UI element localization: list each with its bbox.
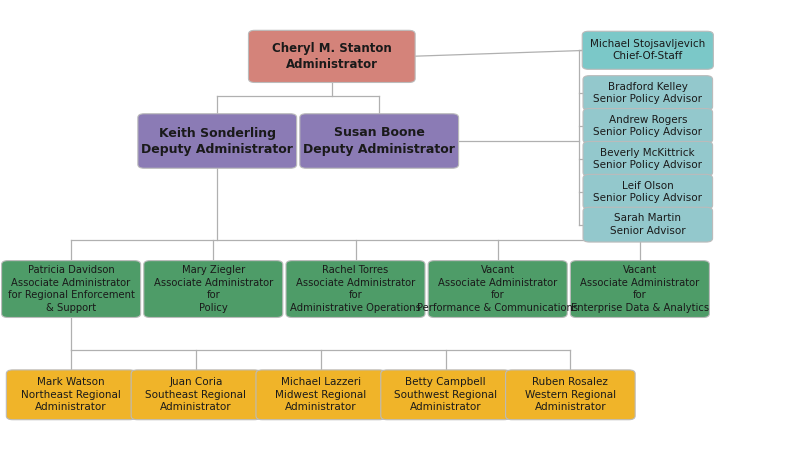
FancyBboxPatch shape <box>381 370 510 420</box>
Text: Michael Lazzeri
Midwest Regional
Administrator: Michael Lazzeri Midwest Regional Adminis… <box>275 377 367 412</box>
FancyBboxPatch shape <box>583 76 713 110</box>
Text: Bradford Kelley
Senior Policy Advisor: Bradford Kelley Senior Policy Advisor <box>593 82 702 104</box>
FancyBboxPatch shape <box>144 260 283 318</box>
FancyBboxPatch shape <box>583 141 713 176</box>
Text: Beverly McKittrick
Senior Policy Advisor: Beverly McKittrick Senior Policy Advisor <box>593 148 702 170</box>
FancyBboxPatch shape <box>583 174 713 209</box>
FancyBboxPatch shape <box>2 260 141 318</box>
Text: Susan Boone
Deputy Administrator: Susan Boone Deputy Administrator <box>303 126 455 156</box>
FancyBboxPatch shape <box>256 370 386 420</box>
FancyBboxPatch shape <box>299 114 458 168</box>
Text: Betty Campbell
Southwest Regional
Administrator: Betty Campbell Southwest Regional Admini… <box>394 377 497 412</box>
Text: Leif Olson
Senior Policy Advisor: Leif Olson Senior Policy Advisor <box>593 180 702 203</box>
FancyBboxPatch shape <box>286 260 425 318</box>
Text: Mary Ziegler
Associate Administrator
for
Policy: Mary Ziegler Associate Administrator for… <box>154 266 273 313</box>
Text: Patricia Davidson
Associate Administrator
for Regional Enforcement
& Support: Patricia Davidson Associate Administrato… <box>8 266 134 313</box>
Text: Vacant
Associate Administrator
for
Performance & Communications: Vacant Associate Administrator for Perfo… <box>417 266 578 313</box>
FancyBboxPatch shape <box>570 260 709 318</box>
FancyBboxPatch shape <box>138 114 297 168</box>
Text: Sarah Martin
Senior Advisor: Sarah Martin Senior Advisor <box>610 213 686 236</box>
FancyBboxPatch shape <box>506 370 635 420</box>
FancyBboxPatch shape <box>248 30 416 83</box>
FancyBboxPatch shape <box>583 207 713 242</box>
Text: Michael Stojsavljevich
Chief-Of-Staff: Michael Stojsavljevich Chief-Of-Staff <box>590 39 705 62</box>
FancyBboxPatch shape <box>6 370 136 420</box>
Text: Cheryl M. Stanton
Administrator: Cheryl M. Stanton Administrator <box>272 42 392 71</box>
Text: Juan Coria
Southeast Regional
Administrator: Juan Coria Southeast Regional Administra… <box>145 377 246 412</box>
FancyBboxPatch shape <box>428 260 567 318</box>
Text: Ruben Rosalez
Western Regional
Administrator: Ruben Rosalez Western Regional Administr… <box>525 377 616 412</box>
Text: Rachel Torres
Associate Administrator
for
Administrative Operations: Rachel Torres Associate Administrator fo… <box>290 266 421 313</box>
Text: Mark Watson
Northeast Regional
Administrator: Mark Watson Northeast Regional Administr… <box>21 377 121 412</box>
Text: Andrew Rogers
Senior Policy Advisor: Andrew Rogers Senior Policy Advisor <box>593 115 702 137</box>
Text: Vacant
Associate Administrator
for
Enterprise Data & Analytics: Vacant Associate Administrator for Enter… <box>571 266 709 313</box>
FancyBboxPatch shape <box>583 109 713 143</box>
Text: Keith Sonderling
Deputy Administrator: Keith Sonderling Deputy Administrator <box>141 126 293 156</box>
FancyBboxPatch shape <box>582 31 713 69</box>
FancyBboxPatch shape <box>131 370 261 420</box>
